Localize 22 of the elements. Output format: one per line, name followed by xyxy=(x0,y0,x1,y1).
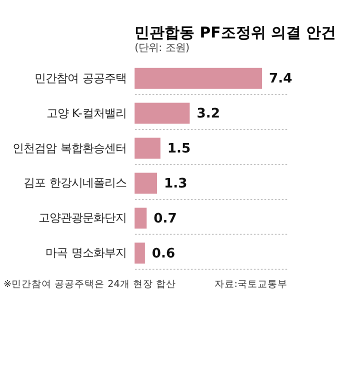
data-label: 3.2 xyxy=(196,106,220,122)
bar xyxy=(134,172,157,194)
y-tick-label: 마곡 명소화부지 xyxy=(46,246,126,260)
data-label: 0.6 xyxy=(152,246,176,262)
chart-subtitle: (단위: 조원) xyxy=(134,42,190,54)
data-label: 0.7 xyxy=(154,212,177,227)
y-tick-label: 민간참여 공공주택 xyxy=(34,70,126,85)
y-tick-label: 고양 K-컬처밸리 xyxy=(46,106,126,120)
data-label: 1.3 xyxy=(164,176,188,192)
bar xyxy=(134,208,147,229)
bar xyxy=(134,138,160,159)
text: 자료:국토교통부 xyxy=(214,279,288,290)
bar xyxy=(134,242,145,264)
data-label: 1.5 xyxy=(167,142,191,157)
bar xyxy=(134,68,262,89)
y-tick-label: 인천검암 복합환승센터 xyxy=(12,140,126,155)
y-tick-label: 고양관광문화단지 xyxy=(38,210,126,225)
bar xyxy=(134,102,190,124)
text: ※민간참여 공공주택은 24개 현장 합산 xyxy=(3,279,176,290)
y-tick-label: 김포 한강시네폴리스 xyxy=(24,176,126,190)
data-label: 7.4 xyxy=(269,72,292,87)
chart-title: 민관합동 PF조정위 의결 안건 xyxy=(134,23,336,42)
